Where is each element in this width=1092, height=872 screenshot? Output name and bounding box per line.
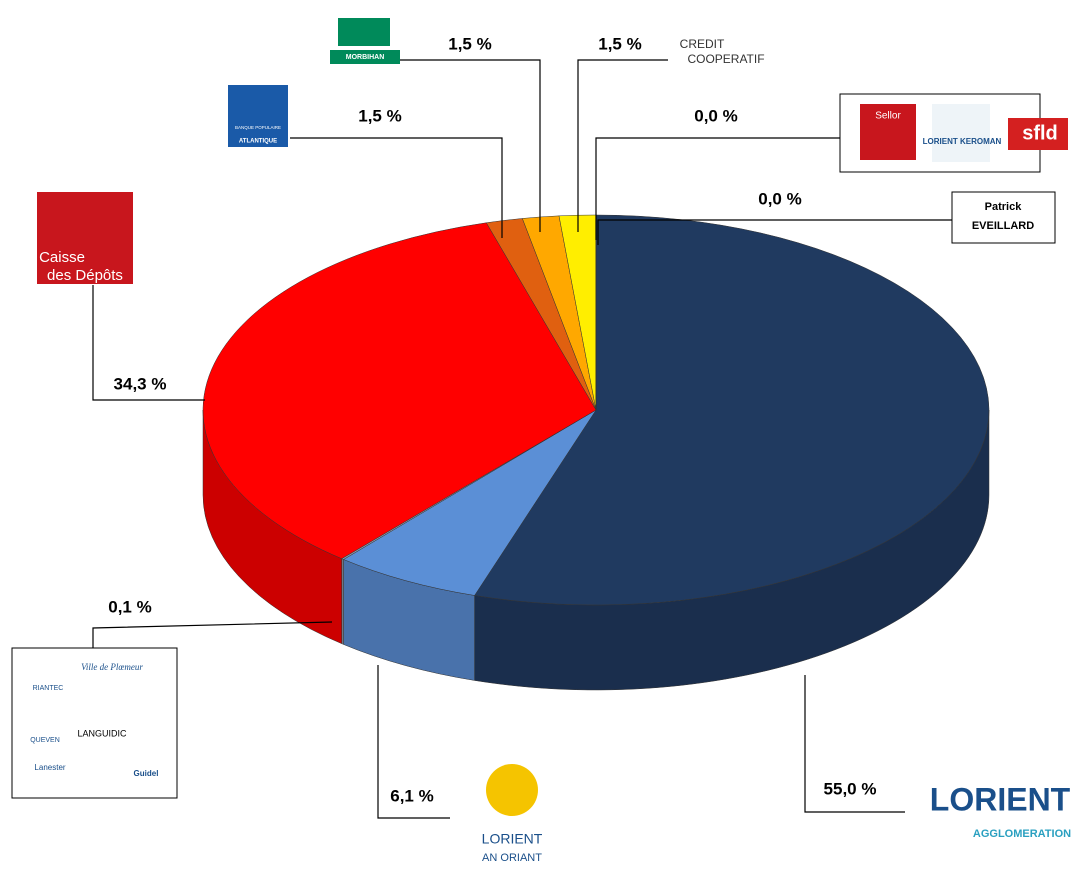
value-label: 1,5 %	[358, 106, 401, 125]
logo-text: ATLANTIQUE	[239, 139, 277, 145]
logo-box	[951, 191, 1056, 244]
value-label: 1,5 %	[448, 34, 491, 53]
logo-shape	[330, 50, 400, 64]
logo-shape	[932, 104, 990, 162]
pie-tops	[202, 214, 990, 606]
value-label: 0,1 %	[108, 597, 151, 616]
logo-text: AGGLOMERATION	[973, 828, 1071, 840]
logo-text: des Dépôts	[47, 267, 123, 284]
leader-line	[398, 59, 541, 232]
value-label: 34,3 %	[114, 374, 167, 393]
leader-line	[290, 137, 503, 238]
logo-text: Sellor	[875, 111, 901, 122]
logo-text: BANQUE POPULAIRE	[235, 125, 281, 130]
logo-text: LANGUIDIC	[77, 728, 127, 738]
logo-text: Guidel	[134, 769, 159, 778]
logo-text: Caisse	[39, 249, 85, 266]
leader-line	[577, 59, 668, 232]
logos: LORIENT AGGLOMERATION LORIENT AN ORIANT RIAN…	[11, 12, 1090, 872]
value-labels: 55,0 % 6,1 % 0,1 % 34,3 % 1,5 % 1,5 % 1,5 % 0,0…	[108, 34, 876, 805]
leader-line	[377, 665, 450, 819]
logo-shape	[1008, 118, 1068, 150]
slice	[343, 409, 597, 596]
leader-line	[92, 285, 205, 401]
logo-box	[228, 85, 288, 147]
leader-lines	[92, 59, 952, 819]
value-label: 6,1 %	[390, 786, 433, 805]
leader-line	[92, 621, 333, 650]
value-label: 0,0 %	[758, 189, 801, 208]
logo-text: LORIENT KEROMAN	[923, 137, 1002, 146]
logo-text: AN ORIANT	[482, 852, 542, 864]
logo-text: CREDIT	[680, 37, 725, 51]
slice-side	[341, 558, 344, 645]
logo-box	[37, 192, 133, 284]
logo-text: MORBIHAN	[346, 54, 385, 61]
logo-box	[908, 772, 1090, 844]
logo-text: Patrick	[985, 201, 1023, 213]
pie-sides	[202, 409, 990, 691]
logo-sun	[486, 764, 538, 816]
value-label: 1,5 %	[598, 34, 641, 53]
slice	[474, 214, 990, 606]
logo-box	[11, 647, 178, 799]
logo-text: LORIENT	[930, 781, 1071, 817]
logo-text: Ville de Plœmeur	[81, 662, 143, 672]
value-label: 55,0 %	[824, 779, 877, 798]
slice	[202, 222, 597, 559]
logo-text: COOPERATIF	[687, 52, 764, 66]
logo-text: QUEVEN	[30, 737, 60, 744]
leader-line	[597, 219, 952, 245]
value-label: 0,0 %	[694, 106, 737, 125]
logo-text: sfld	[1022, 122, 1058, 144]
leader-line	[804, 675, 905, 813]
logo-text: EVEILLARD	[972, 220, 1034, 232]
leader-line	[595, 137, 840, 240]
logo-shape	[860, 104, 916, 160]
logo-text: RIANTEC	[33, 685, 64, 692]
logo-text: Lanester	[34, 763, 65, 772]
logo-shape	[338, 18, 390, 46]
logo-text: LORIENT	[482, 831, 543, 847]
logo-box	[668, 12, 790, 78]
